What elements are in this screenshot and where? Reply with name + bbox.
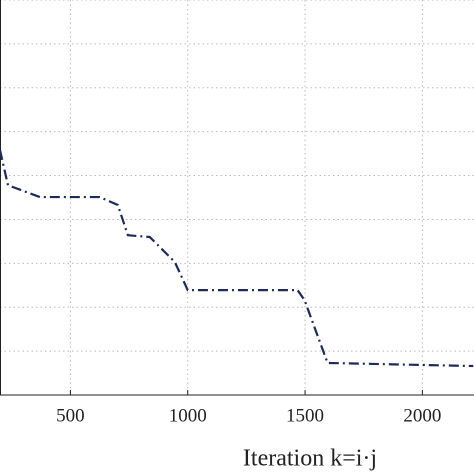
data-line (0, 149, 474, 368)
x-tick-label: 500 (56, 405, 85, 426)
x-axis-label: Iteration k=i·j (243, 446, 377, 472)
x-tick-label: 1000 (169, 405, 207, 426)
x-tick-label: 2000 (403, 405, 441, 426)
x-tick-label: 1500 (286, 405, 324, 426)
